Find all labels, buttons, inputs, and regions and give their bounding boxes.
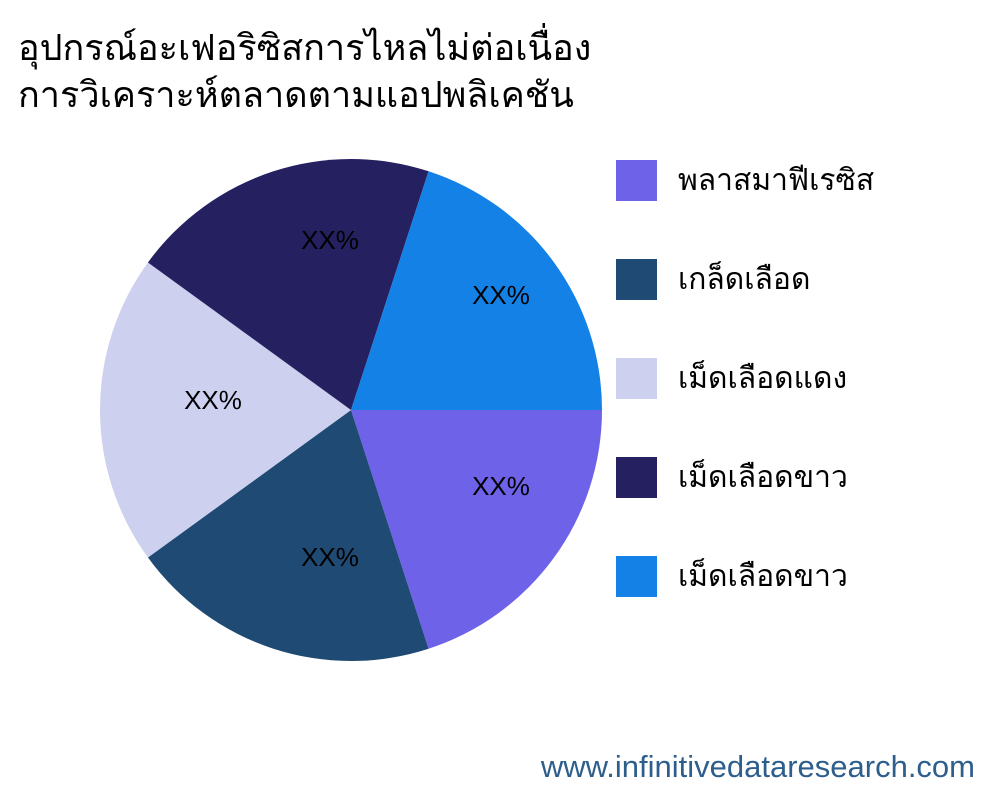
legend-label-plasmapheresis: พลาสมาฟีเรซิส [678,164,875,197]
pie-slice-0 [351,410,602,649]
pie-slice-label-plasmapheresis: XX% [472,471,530,501]
pie-slice-2 [100,262,351,558]
legend-item-white-blood-cells-1: เม็ดเลือดขาว [616,457,874,498]
pie-slice-label-white-blood-cells-1: XX% [301,225,359,255]
legend-item-platelets: เกล็ดเลือด [616,259,874,300]
legend-item-red-blood-cells: เม็ดเลือดแดง [616,358,874,399]
pie-slice-label-platelets: XX% [301,542,359,572]
legend-swatch-plasmapheresis [616,160,657,201]
legend-item-white-blood-cells-2: เม็ดเลือดขาว [616,556,874,597]
legend-swatch-red-blood-cells [616,358,657,399]
chart-title-line1: อุปกรณ์อะเฟอริซิสการไหลไม่ต่อเนื่อง [18,27,592,68]
legend-swatch-white-blood-cells-2 [616,556,657,597]
pie-slice-4 [351,171,602,410]
pie-slice-label-white-blood-cells-2: XX% [472,280,530,310]
legend-item-plasmapheresis: พลาสมาฟีเรซิส [616,160,874,201]
legend-label-white-blood-cells-2: เม็ดเลือดขาว [678,560,848,593]
legend-label-red-blood-cells: เม็ดเลือดแดง [678,362,848,395]
chart-title-line2: การวิเคราะห์ตลาดตามแอปพลิเคชัน [18,74,574,115]
legend-label-platelets: เกล็ดเลือด [678,263,811,296]
website-url: www.infinitivedataresearch.com [540,749,975,784]
legend-label-white-blood-cells-1: เม็ดเลือดขาว [678,461,848,494]
pie-slice-3 [147,158,429,410]
pie-slice-label-red-blood-cells: XX% [184,385,242,415]
legend-swatch-platelets [616,259,657,300]
pie-slice-1 [147,410,429,662]
legend: พลาสมาฟีเรซิส เกล็ดเลือด เม็ดเลือดแดง เม… [616,160,874,655]
chart-title: อุปกรณ์อะเฟอริซิสการไหลไม่ต่อเนื่อง การว… [18,24,591,118]
pie-slices [100,158,602,662]
legend-swatch-white-blood-cells-1 [616,457,657,498]
